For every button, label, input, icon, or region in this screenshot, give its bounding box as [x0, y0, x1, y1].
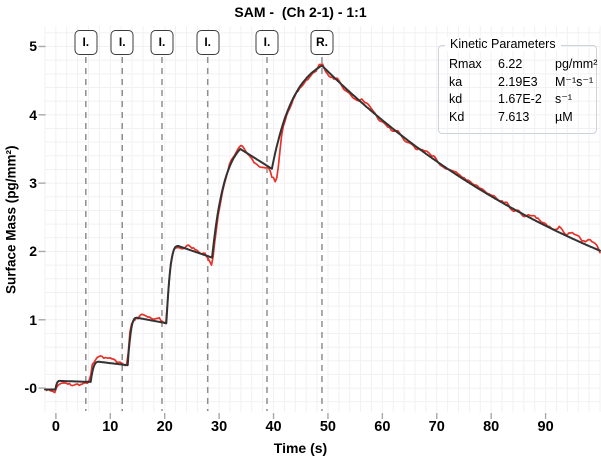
kinetic-parameters-panel: Kinetic Parameters Rmax 6.22 pg/mm² ka 2…	[438, 37, 598, 134]
y-tick-label: 5	[29, 38, 37, 55]
injection-marker-box[interactable]: I.	[196, 30, 220, 55]
param-name: kd	[449, 92, 463, 107]
param-unit: pg/mm²	[555, 57, 598, 71]
injection-marker-box[interactable]: I.	[74, 30, 98, 55]
x-tick-label: 50	[319, 419, 336, 435]
y-tick-label: -0	[24, 380, 37, 397]
x-tick-label: 10	[102, 419, 119, 435]
param-value: 2.19E3	[498, 74, 538, 89]
x-tick-label: 70	[428, 419, 445, 435]
x-tick-label: 90	[537, 419, 554, 435]
param-value: 7.613	[498, 109, 530, 124]
x-tick-label: 60	[374, 419, 391, 435]
chart-title: SAM - (Ch 2-1) - 1:1	[234, 4, 367, 20]
x-axis-label: Time (s)	[273, 440, 328, 456]
param-value: 1.67E-2	[498, 92, 542, 107]
param-name: ka	[449, 74, 463, 89]
kinetic-parameters-table: Rmax 6.22 pg/mm² ka 2.19E3 M⁻¹s⁻¹ kd 1.6…	[439, 46, 598, 124]
y-tick-label: 4	[29, 106, 37, 123]
param-name: Rmax	[449, 57, 482, 71]
fit-curve	[44, 64, 601, 391]
x-tick-label: 0	[51, 419, 60, 435]
param-value: 6.22	[498, 57, 523, 71]
y-tick-label: 3	[29, 175, 37, 192]
injection-marker-box[interactable]: I.	[255, 30, 279, 55]
injection-marker-box[interactable]: I.	[110, 30, 134, 55]
x-tick-label: 20	[156, 419, 173, 435]
kinetic-parameters-title: Kinetic Parameters	[445, 37, 561, 51]
x-tick-label: 80	[483, 419, 500, 435]
param-unit: s⁻¹	[555, 92, 573, 107]
x-tick-label: 40	[265, 419, 282, 435]
x-tick-label: 30	[211, 419, 228, 435]
injection-marker-box[interactable]: I.	[150, 30, 174, 55]
injection-marker-box[interactable]: R.	[310, 30, 334, 55]
y-tick-label: 1	[29, 311, 37, 328]
param-unit: M⁻¹s⁻¹	[555, 74, 594, 89]
y-tick-label: 2	[29, 243, 37, 260]
param-unit: µM	[555, 109, 573, 124]
param-name: Kd	[449, 109, 465, 124]
